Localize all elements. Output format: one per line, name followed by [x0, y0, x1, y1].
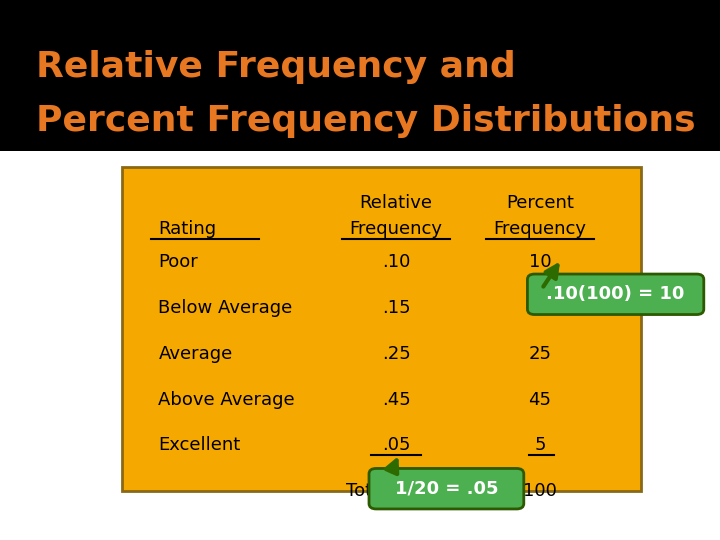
Text: Excellent: Excellent [158, 436, 240, 455]
Text: 1.00: 1.00 [376, 482, 416, 501]
Text: Average: Average [158, 345, 233, 363]
Text: 45: 45 [528, 390, 552, 409]
Text: Rating: Rating [158, 220, 217, 239]
Text: .10(100) = 10: .10(100) = 10 [546, 285, 685, 303]
Text: .45: .45 [382, 390, 410, 409]
Text: Relative Frequency and: Relative Frequency and [36, 51, 516, 84]
Text: Percent: Percent [506, 193, 574, 212]
Text: 1/20 = .05: 1/20 = .05 [395, 480, 498, 498]
Text: 25: 25 [528, 345, 552, 363]
Text: 10: 10 [528, 253, 552, 271]
Text: .10: .10 [382, 253, 410, 271]
Text: Relative: Relative [359, 193, 433, 212]
Text: Poor: Poor [158, 253, 198, 271]
Text: .05: .05 [382, 436, 410, 455]
Text: Below Average: Below Average [158, 299, 292, 317]
Text: 100: 100 [523, 482, 557, 501]
Text: .25: .25 [382, 345, 410, 363]
Text: Percent Frequency Distributions: Percent Frequency Distributions [36, 105, 696, 138]
Text: Frequency: Frequency [493, 220, 587, 239]
Text: 15: 15 [528, 299, 552, 317]
Text: Total: Total [346, 482, 389, 501]
Text: Above Average: Above Average [158, 390, 295, 409]
Text: Frequency: Frequency [349, 220, 443, 239]
Text: 5: 5 [534, 436, 546, 455]
Text: .15: .15 [382, 299, 410, 317]
